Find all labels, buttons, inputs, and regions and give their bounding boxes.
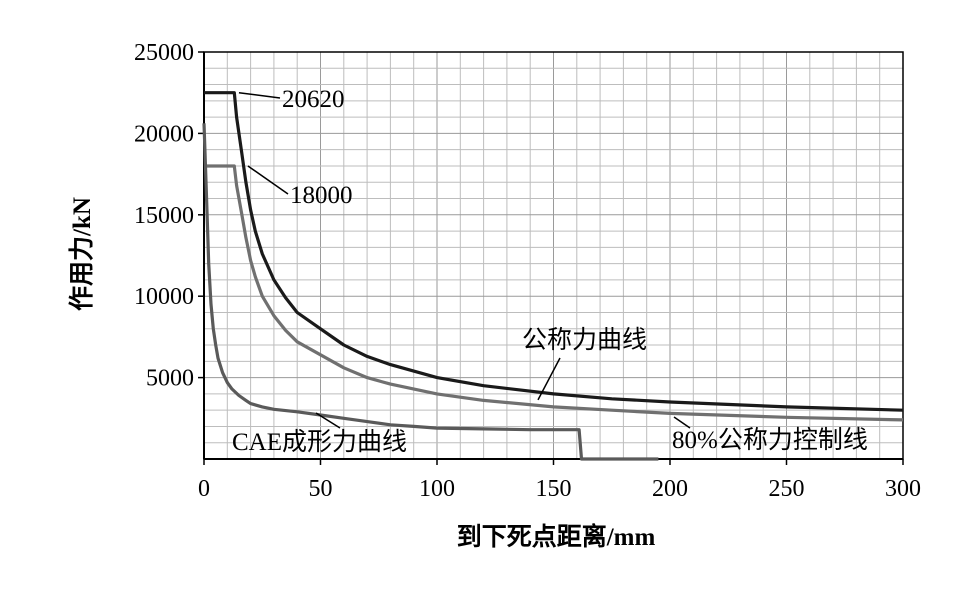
annotation-label: CAE成形力曲线 — [232, 428, 407, 456]
x-tick-label: 300 — [885, 476, 921, 502]
x-tick-label: 150 — [536, 476, 572, 502]
y-tick-label: 10000 — [134, 284, 194, 310]
x-tick-label: 100 — [419, 476, 455, 502]
annotation-labels: 20620 18000 公称力曲线 80%公称力控制线 CAE成形力曲线 — [232, 86, 868, 456]
grid — [204, 52, 903, 459]
annotation-leader — [537, 357, 561, 401]
annotation-leader — [247, 165, 289, 195]
annotation-label: 80%公称力控制线 — [672, 426, 868, 454]
annotation-label: 20620 — [282, 86, 345, 113]
annotation-leader — [238, 91, 281, 99]
annotation-label: 公称力曲线 — [522, 326, 647, 354]
annotation-leader — [315, 412, 341, 429]
control-line-80pct — [204, 164, 904, 422]
nominal-force-line — [204, 91, 904, 412]
y-tick-label: 5000 — [146, 366, 194, 392]
series-lines — [202, 91, 904, 461]
annotation-label: 18000 — [290, 182, 353, 209]
y-axis-title: 作用力/kN — [68, 197, 96, 311]
cae-forming-force-line — [202, 123, 659, 461]
y-tick-label: 25000 — [134, 40, 194, 66]
y-tick-label: 20000 — [134, 121, 194, 147]
x-tick-label: 250 — [769, 476, 805, 502]
x-tick-label: 0 — [198, 476, 210, 502]
y-tick-label: 15000 — [134, 203, 194, 229]
tick-labels: 0 50 100 150 200 250 300 5000 10000 15000 20000 250… — [134, 40, 921, 502]
x-axis-title: 到下死点距离/mm — [457, 522, 656, 551]
x-tick-label: 200 — [652, 476, 688, 502]
annotation-leaders — [238, 91, 691, 429]
annotation-leader — [673, 416, 691, 429]
x-tick-label: 50 — [309, 476, 333, 502]
